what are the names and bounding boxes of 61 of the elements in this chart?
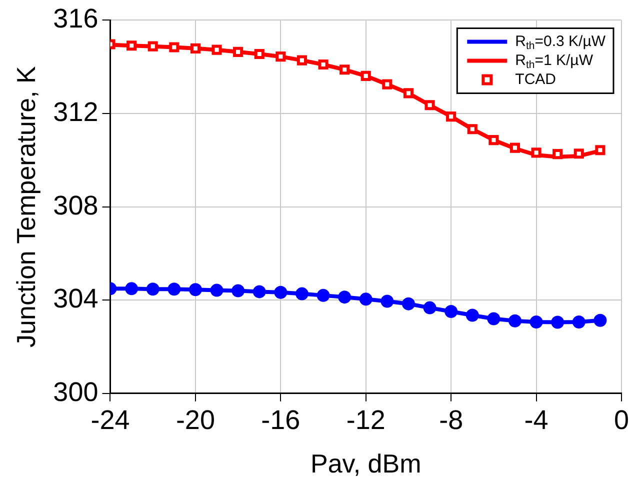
point [316, 288, 330, 302]
y-tick-label: 312 [53, 96, 98, 127]
point [359, 292, 372, 306]
point [276, 52, 286, 62]
point [338, 290, 352, 304]
point [296, 55, 307, 66]
point [190, 43, 200, 54]
point [530, 316, 543, 329]
point [254, 48, 264, 60]
point [403, 88, 414, 98]
point [360, 70, 371, 81]
point [552, 149, 563, 160]
legend-label: TCAD [515, 70, 556, 88]
point [188, 283, 202, 296]
x-tick-label: -8 [439, 405, 464, 436]
x-tick-label: -20 [176, 405, 215, 436]
point [508, 314, 522, 328]
y-tick-label: 308 [53, 190, 98, 220]
point [423, 301, 436, 314]
point [212, 44, 222, 55]
point [444, 305, 458, 318]
point [232, 284, 245, 298]
point [531, 148, 542, 158]
point [487, 312, 500, 326]
point [318, 59, 328, 70]
point [169, 42, 180, 52]
point [274, 286, 288, 299]
point [467, 124, 478, 134]
x-tick-label: -4 [524, 405, 548, 436]
point [466, 308, 479, 322]
point [574, 148, 584, 159]
x-axis-title: Pav, dBm [310, 448, 422, 479]
x-tick-label: 0 [614, 405, 630, 436]
point [168, 282, 181, 296]
point [210, 284, 224, 297]
point [252, 285, 266, 298]
point [551, 316, 564, 329]
point [488, 135, 499, 146]
point [340, 64, 350, 75]
point [510, 142, 520, 153]
point [233, 46, 244, 57]
y-tick-label: 304 [53, 284, 98, 314]
x-tick-label: -16 [261, 405, 300, 436]
point [594, 314, 607, 327]
point [446, 111, 456, 122]
point [572, 316, 586, 329]
point [126, 40, 137, 51]
point [146, 282, 160, 296]
y-axis-title: Junction Temperature, K [10, 65, 41, 348]
point [125, 282, 138, 296]
point [402, 297, 415, 310]
y-tick-label: 300 [53, 376, 98, 407]
point [424, 100, 435, 110]
y-tick-label: 316 [53, 4, 98, 34]
point [382, 79, 392, 90]
point [595, 145, 606, 156]
x-tick-label: -12 [346, 405, 386, 436]
x-tick-label: -24 [90, 405, 130, 436]
point [380, 294, 394, 308]
point [295, 287, 308, 300]
point [148, 41, 158, 52]
